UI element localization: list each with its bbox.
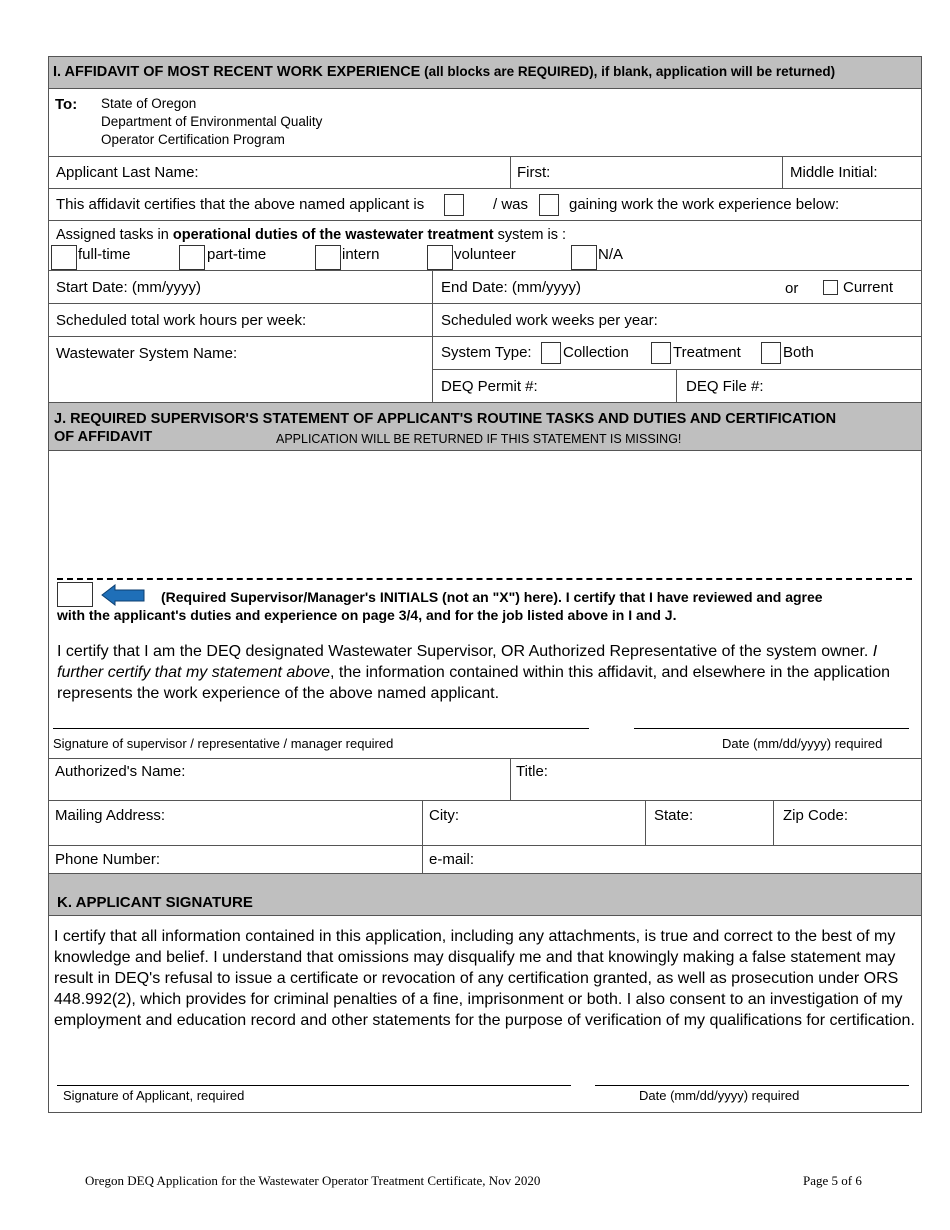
full-time-label: full-time xyxy=(78,246,131,263)
certify-paragraph: I certify that I am the DEQ designated W… xyxy=(57,643,891,702)
gaining-text: gaining work the work experience below: xyxy=(569,196,840,213)
certifies-row: This affidavit certifies that the above … xyxy=(48,188,922,221)
section-i-title: I. AFFIDAVIT OF MOST RECENT WORK EXPERIE… xyxy=(53,64,421,80)
state-label: State: xyxy=(654,807,694,824)
last-name-field[interactable]: Applicant Last Name: xyxy=(48,156,511,189)
is-checkbox[interactable] xyxy=(444,194,464,216)
to-line-2: Department of Environmental Quality xyxy=(101,114,323,129)
certifies-text: This affidavit certifies that the above … xyxy=(56,196,425,213)
both-checkbox[interactable] xyxy=(761,342,781,364)
assigned-text: Assigned tasks in operational duties of … xyxy=(56,227,567,243)
applicant-date-label: Date (mm/dd/yyyy) required xyxy=(639,1088,800,1103)
supervisor-signature-label: Signature of supervisor / representative… xyxy=(53,736,394,751)
footer-title: Oregon DEQ Application for the Wastewate… xyxy=(85,1173,541,1188)
section-j-title: J. REQUIRED SUPERVISOR'S STATEMENT OF AP… xyxy=(54,411,837,427)
weeks-per-year-field[interactable]: Scheduled work weeks per year: xyxy=(432,303,922,337)
end-date-label: End Date: (mm/yyyy) xyxy=(441,279,582,296)
deq-permit-field[interactable]: DEQ Permit #: xyxy=(432,369,677,403)
first-name-label: First: xyxy=(517,164,551,181)
applicant-certification-text: I certify that all information contained… xyxy=(54,928,915,1029)
treatment-label: Treatment xyxy=(673,344,741,361)
title-field[interactable]: Title: xyxy=(510,758,922,801)
to-line-3: Operator Certification Program xyxy=(101,132,285,147)
to-block: To: State of Oregon Department of Enviro… xyxy=(48,88,922,157)
system-name-field[interactable]: Wastewater System Name: xyxy=(48,336,433,403)
initials-text-1: (Required Supervisor/Manager's INITIALS … xyxy=(161,589,823,605)
na-checkbox[interactable] xyxy=(571,245,597,270)
city-label: City: xyxy=(429,807,459,824)
assigned-tasks-row: Assigned tasks in operational duties of … xyxy=(48,220,922,271)
collection-checkbox[interactable] xyxy=(541,342,561,364)
intern-label: intern xyxy=(342,246,380,263)
full-time-checkbox[interactable] xyxy=(51,245,77,270)
section-k-header: K. APPLICANT SIGNATURE xyxy=(48,873,922,916)
section-j-header: J. REQUIRED SUPERVISOR'S STATEMENT OF AP… xyxy=(48,402,922,451)
end-date-field[interactable]: End Date: (mm/yyyy) or Current xyxy=(432,270,922,304)
section-k-title: K. APPLICANT SIGNATURE xyxy=(57,894,253,911)
file-label: DEQ File #: xyxy=(686,378,764,395)
initials-text-2: with the applicant's duties and experien… xyxy=(57,607,677,623)
intern-checkbox[interactable] xyxy=(315,245,341,270)
system-type-label: System Type: xyxy=(441,344,532,361)
dashed-divider xyxy=(57,578,912,580)
zip-code-field[interactable]: Zip Code: xyxy=(773,800,922,846)
email-field[interactable]: e-mail: xyxy=(422,845,922,874)
applicant-signature-block: I certify that all information contained… xyxy=(48,915,922,1113)
was-label: / was xyxy=(493,196,529,213)
current-checkbox[interactable] xyxy=(823,280,838,295)
or-label: or xyxy=(785,280,799,297)
applicant-date-line[interactable] xyxy=(595,1085,909,1086)
authorized-name-label: Authorized's Name: xyxy=(55,763,186,780)
system-type-row: System Type: Collection Treatment Both xyxy=(432,336,922,370)
part-time-checkbox[interactable] xyxy=(179,245,205,270)
supervisor-statement-area[interactable]: (Required Supervisor/Manager's INITIALS … xyxy=(48,450,922,759)
was-checkbox[interactable] xyxy=(539,194,559,216)
middle-initial-label: Middle Initial: xyxy=(790,164,878,181)
section-j-title-2: OF AFFIDAVIT xyxy=(54,429,153,445)
applicant-signature-label: Signature of Applicant, required xyxy=(63,1088,245,1103)
system-name-label: Wastewater System Name: xyxy=(56,345,238,362)
page-number: Page 5 of 6 xyxy=(803,1173,862,1188)
part-time-label: part-time xyxy=(207,246,267,263)
weeks-label: Scheduled work weeks per year: xyxy=(441,312,658,329)
phone-field[interactable]: Phone Number: xyxy=(48,845,423,874)
supervisor-date-line[interactable] xyxy=(634,728,909,729)
na-label: N/A xyxy=(598,246,624,263)
collection-label: Collection xyxy=(563,344,629,361)
authorized-name-field[interactable]: Authorized's Name: xyxy=(48,758,511,801)
supervisor-signature-line[interactable] xyxy=(53,728,589,729)
current-label: Current xyxy=(843,279,894,296)
to-label: To: xyxy=(55,96,78,113)
deq-file-field[interactable]: DEQ File #: xyxy=(676,369,922,403)
applicant-signature-line[interactable] xyxy=(57,1085,571,1086)
treatment-checkbox[interactable] xyxy=(651,342,671,364)
zip-label: Zip Code: xyxy=(783,807,849,824)
state-field[interactable]: State: xyxy=(645,800,774,846)
both-label: Both xyxy=(783,344,814,361)
permit-label: DEQ Permit #: xyxy=(441,378,538,395)
last-name-label: Applicant Last Name: xyxy=(56,164,199,181)
start-date-label: Start Date: (mm/yyyy) xyxy=(56,279,202,296)
mailing-address-field[interactable]: Mailing Address: xyxy=(48,800,423,846)
supervisor-date-label: Date (mm/dd/yyyy) required xyxy=(722,736,883,751)
to-line-1: State of Oregon xyxy=(101,96,197,111)
start-date-field[interactable]: Start Date: (mm/yyyy) xyxy=(48,270,433,304)
hours-per-week-field[interactable]: Scheduled total work hours per week: xyxy=(48,303,433,337)
arrow-left-icon xyxy=(101,584,145,606)
first-name-field[interactable]: First: xyxy=(510,156,783,189)
hours-label: Scheduled total work hours per week: xyxy=(56,312,307,329)
mailing-label: Mailing Address: xyxy=(55,807,166,824)
volunteer-label: volunteer xyxy=(454,246,516,263)
title-label: Title: xyxy=(516,763,548,780)
section-j-warning: APPLICATION WILL BE RETURNED IF THIS STA… xyxy=(276,432,682,446)
initials-box[interactable] xyxy=(57,582,93,607)
section-i-header: I. AFFIDAVIT OF MOST RECENT WORK EXPERIE… xyxy=(48,56,922,89)
section-i-subtitle: (all blocks are REQUIRED), if blank, app… xyxy=(420,64,836,79)
volunteer-checkbox[interactable] xyxy=(427,245,453,270)
phone-label: Phone Number: xyxy=(55,851,161,868)
middle-initial-field[interactable]: Middle Initial: xyxy=(782,156,922,189)
email-label: e-mail: xyxy=(429,851,475,868)
city-field[interactable]: City: xyxy=(422,800,646,846)
